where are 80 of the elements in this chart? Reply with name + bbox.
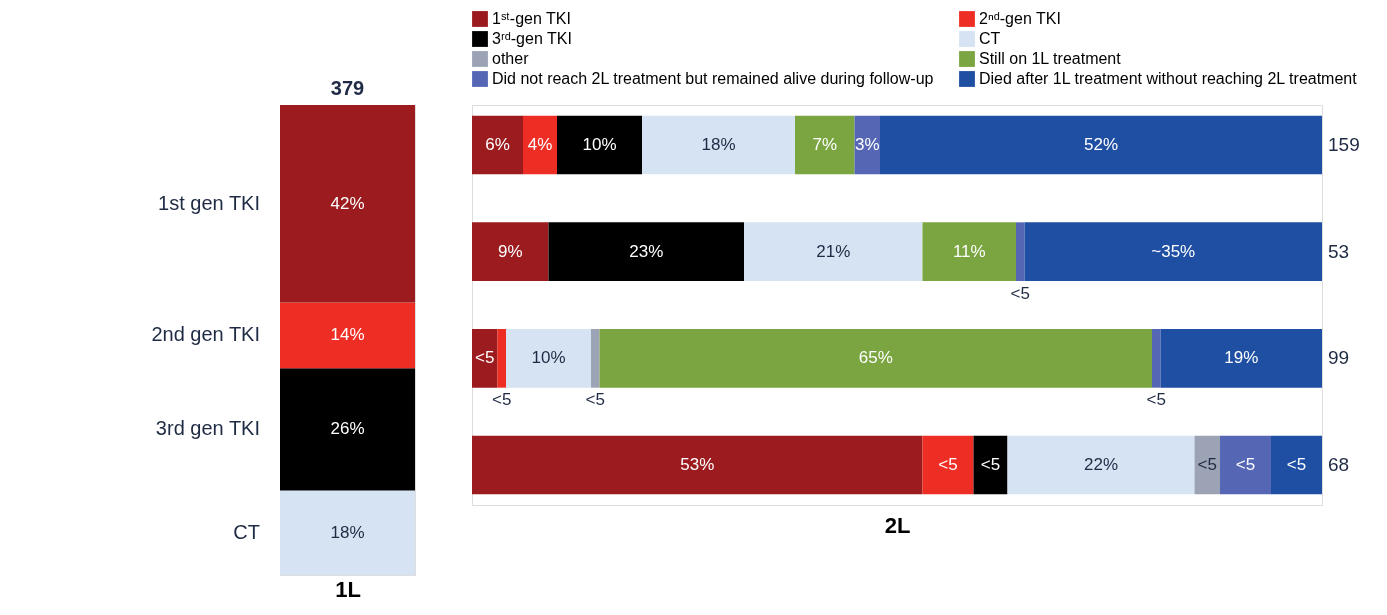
legend-label: 1ˢᵗ-gen TKI xyxy=(492,10,571,27)
bar xyxy=(548,222,744,281)
data-label: <5 xyxy=(585,390,605,410)
data-label: 19% xyxy=(1224,348,1259,368)
data-label: 10% xyxy=(531,348,566,368)
data-label: 7% xyxy=(812,135,838,154)
bar xyxy=(1194,435,1220,495)
data-label: 14% xyxy=(330,325,365,345)
data-label: 26% xyxy=(330,419,365,439)
data-label: 18% xyxy=(701,135,736,154)
data-label: ~35% xyxy=(1151,241,1196,261)
bar xyxy=(880,115,1322,175)
bar xyxy=(472,329,498,388)
data-label: 21% xyxy=(816,241,851,261)
bar xyxy=(280,302,415,369)
series-label: CT xyxy=(233,520,260,543)
bar xyxy=(1220,435,1271,495)
data-label: 65% xyxy=(858,348,893,368)
bar xyxy=(472,222,549,281)
legend-label: 2ⁿᵈ-gen TKI xyxy=(979,10,1061,27)
legend-label: Did not reach 2L treatment but remained alive during follow-up xyxy=(492,70,934,87)
data-label: <5 xyxy=(1146,390,1166,410)
bar xyxy=(642,115,795,175)
bar xyxy=(280,105,415,303)
series-label: 3rd gen TKI xyxy=(155,417,260,440)
bar xyxy=(599,329,1152,388)
data-label: <5 xyxy=(1197,455,1217,474)
series-label: 1st gen TKI xyxy=(158,191,260,214)
bar xyxy=(744,222,923,281)
bar xyxy=(1152,329,1161,388)
bar xyxy=(1024,222,1322,281)
data-label: 18% xyxy=(330,522,365,542)
data-label: <5 xyxy=(475,348,495,368)
bar xyxy=(591,329,600,388)
data-label: <5 xyxy=(492,390,512,410)
data-label: <5 xyxy=(938,455,958,474)
bar xyxy=(922,222,1016,281)
bar xyxy=(1160,329,1322,388)
bar xyxy=(795,115,855,175)
data-label: 6% xyxy=(485,135,510,154)
bar xyxy=(497,329,506,388)
data-label: 53% xyxy=(680,455,715,474)
bar xyxy=(1016,222,1025,281)
data-label: 9% xyxy=(497,241,523,261)
legend-label: 3ʳᵈ-gen TKI xyxy=(492,30,572,47)
data-label: 23% xyxy=(629,241,664,261)
x-axis-title: 2L xyxy=(884,512,911,538)
bar xyxy=(472,435,923,495)
data-label: 42% xyxy=(330,193,365,213)
data-label: 52% xyxy=(1083,135,1119,154)
bar xyxy=(973,435,1008,495)
bar xyxy=(280,368,415,491)
text: 99 xyxy=(1328,347,1350,369)
bar xyxy=(523,115,557,175)
data-label: 22% xyxy=(1083,455,1119,474)
data-label: <5 xyxy=(1286,455,1307,474)
data-label: 3% xyxy=(854,135,880,154)
text: 159 xyxy=(1328,134,1360,155)
data-label: 11% xyxy=(952,241,986,261)
x-axis-title: 1L xyxy=(335,576,361,602)
data-label: <5 xyxy=(980,455,1001,474)
legend-label: other xyxy=(492,50,530,67)
data-label: 10% xyxy=(582,135,617,154)
series-label: 2nd gen TKI xyxy=(151,323,260,346)
text: 53 xyxy=(1328,240,1350,262)
bar xyxy=(1271,435,1322,495)
bar xyxy=(472,115,523,175)
bar xyxy=(922,435,974,495)
legend-label: CT xyxy=(979,30,1001,47)
data-label: <5 xyxy=(1010,283,1030,303)
bar xyxy=(506,329,591,388)
text: 68 xyxy=(1328,454,1350,475)
bar xyxy=(557,115,642,175)
bar xyxy=(280,490,415,575)
legend-label: Still on 1L treatment xyxy=(979,50,1122,67)
data-label: <5 xyxy=(1235,455,1256,474)
text: 379 xyxy=(330,77,365,99)
bar xyxy=(1007,435,1195,495)
legend-label: Died after 1L treatment without reaching 2L treatment xyxy=(979,70,1358,87)
data-label: 4% xyxy=(527,135,553,154)
